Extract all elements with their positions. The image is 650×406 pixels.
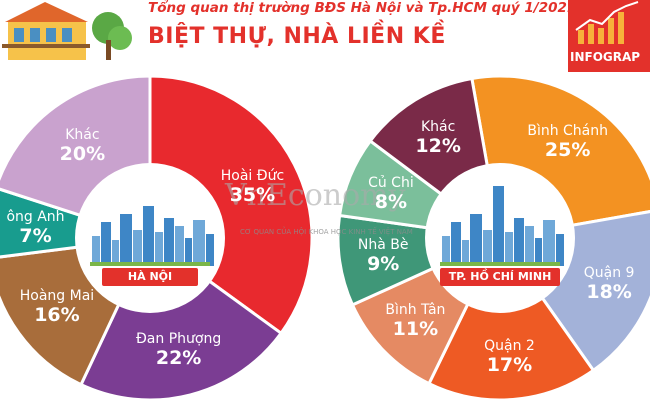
title-line-2: BIỆT THỰ, NHÀ LIỀN KỀ [148, 24, 446, 49]
slice-name: Khác [65, 126, 100, 143]
city-badge-label: HÀ NỘI [127, 270, 173, 283]
slice-name: Quận 9 [583, 264, 635, 281]
slice-name: ông Anh [6, 209, 65, 226]
city-badge [102, 268, 198, 286]
slice-name: Quận 2 [484, 337, 535, 354]
slice-value: 11% [392, 318, 439, 341]
city-badge-label: TP. HỒ CHÍ MINH [448, 270, 552, 283]
slice-value: 16% [34, 303, 80, 326]
slice-name: Khác [420, 119, 456, 136]
slice-value: 25% [544, 139, 591, 162]
slice-label-dan-phuong: Đan Phượng 22% [136, 331, 221, 369]
slice-name: Hoàng Mai [19, 287, 95, 304]
slice-name: Củ Chi [368, 175, 414, 192]
slice-label-quan-2: Quận 2 17% [484, 338, 535, 376]
slice-label-binh-tan: Bình Tân 11% [385, 302, 445, 340]
slice-value: 12% [415, 135, 461, 158]
city-badge [440, 268, 560, 286]
infographic-logo [568, 0, 650, 72]
slice-value: 35% [229, 183, 276, 206]
city-skyline-icon [90, 206, 214, 266]
city-skyline-icon [440, 186, 564, 266]
pie-slice-quan-2 [426, 235, 596, 402]
slice-value: 20% [59, 142, 106, 165]
slice-value: 8% [374, 191, 408, 214]
watermark: VnEconomy [225, 178, 406, 213]
chart-growth-icon [575, 1, 639, 44]
slice-label-cu-chi: Củ Chi 8% [368, 175, 414, 213]
slice-label-dong-anh: ông Anh 7% [6, 209, 64, 247]
pie-slice-hoai-duc [148, 74, 314, 336]
watermark-subtitle: CƠ QUAN CỦA HỘI KHOA HỌC KINH TẾ VIỆT NA… [240, 228, 413, 236]
slice-name: Đan Phượng [135, 331, 222, 348]
slice-label-khac-hn: Khác 20% [60, 127, 105, 165]
slice-name: Bình Tân [385, 302, 446, 319]
slice-label-khac-hcm: Khác 12% [415, 119, 460, 157]
slice-label-nha-be: Nhà Bè 9% [358, 237, 409, 275]
slice-value: 17% [486, 353, 533, 376]
slice-label-hoai-duc: Hoài Đức 35% [221, 168, 284, 206]
slice-value: 7% [19, 225, 52, 248]
slice-label-hoang-mai: Hoàng Mai 16% [20, 288, 94, 326]
title-line-1: Tổng quan thị trường BĐS Hà Nội và Tp.HC… [148, 0, 577, 16]
slice-label-quan-9: Quận 9 18% [584, 265, 635, 303]
slice-name: Nhà Bè [357, 236, 409, 253]
slice-value: 18% [586, 280, 632, 303]
slice-value: 9% [367, 252, 400, 275]
slice-name: Bình Chánh [527, 123, 609, 140]
slice-value: 22% [155, 347, 202, 370]
slice-name: Hoài Đức [220, 167, 285, 184]
slice-label-binh-chanh: Bình Chánh 25% [527, 123, 608, 161]
infographic-label: INFOGRAP [570, 50, 641, 64]
house-illustration [0, 0, 140, 62]
